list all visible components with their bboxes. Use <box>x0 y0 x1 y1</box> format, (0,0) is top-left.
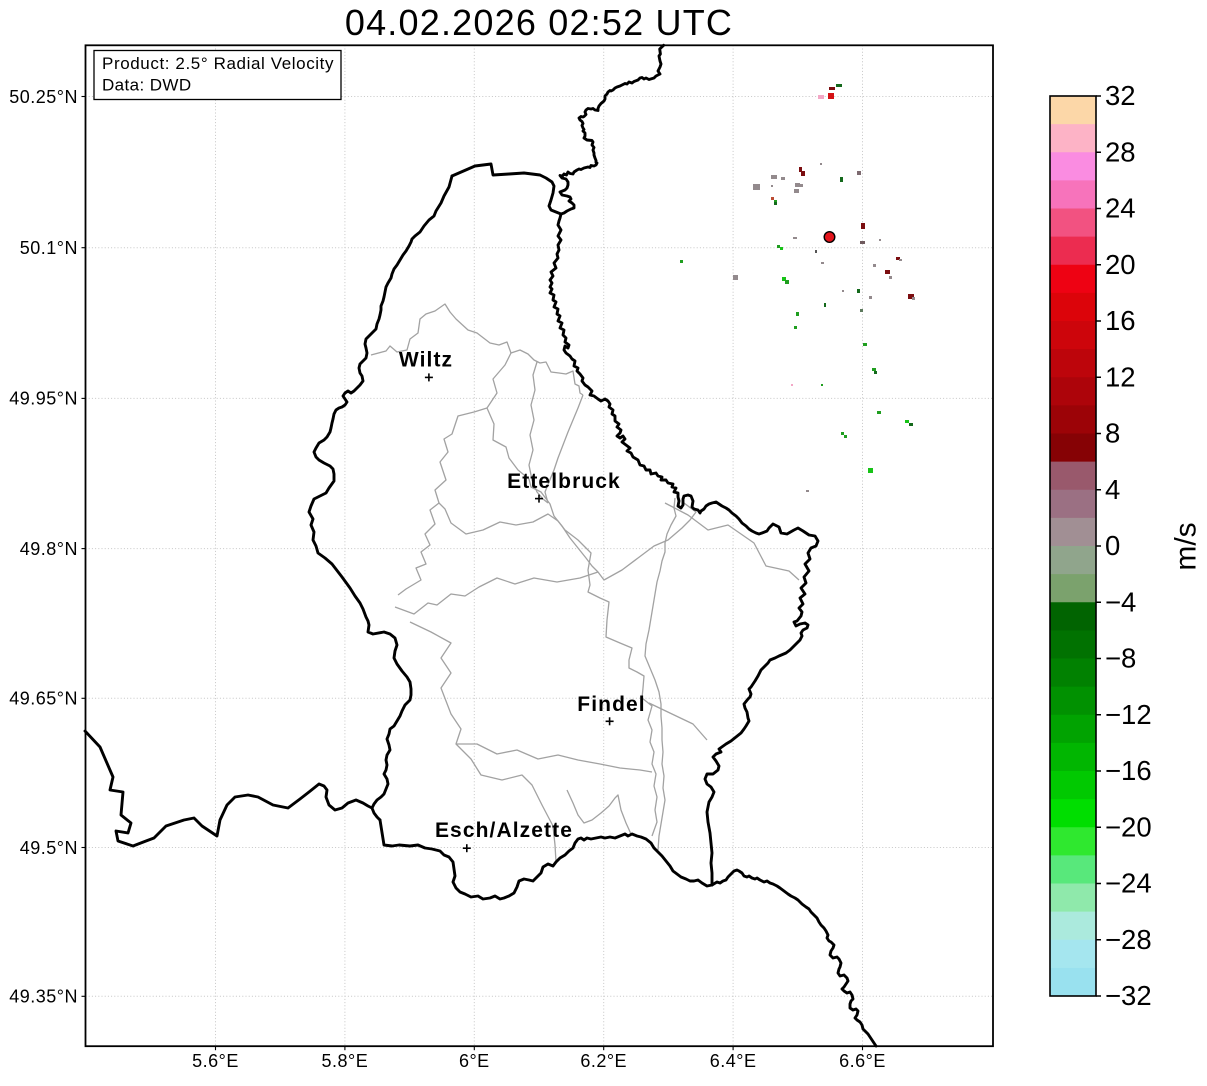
svg-text:Data: DWD: Data: DWD <box>102 76 192 95</box>
svg-text:4: 4 <box>1105 474 1120 505</box>
svg-text:16: 16 <box>1105 305 1136 336</box>
svg-text:32: 32 <box>1105 80 1136 111</box>
svg-text:5.8°E: 5.8°E <box>322 1051 369 1071</box>
svg-text:m/s: m/s <box>1170 522 1203 570</box>
svg-text:28: 28 <box>1105 136 1136 167</box>
svg-text:50.25°N: 50.25°N <box>9 87 78 107</box>
svg-text:8: 8 <box>1105 418 1120 449</box>
svg-text:20: 20 <box>1105 249 1136 280</box>
svg-text:50.1°N: 50.1°N <box>20 238 78 258</box>
svg-text:49.95°N: 49.95°N <box>9 389 78 409</box>
svg-text:−20: −20 <box>1105 811 1152 842</box>
svg-text:Ettelbruck: Ettelbruck <box>507 470 621 493</box>
svg-text:49.65°N: 49.65°N <box>9 689 78 709</box>
svg-text:24: 24 <box>1105 193 1136 224</box>
svg-text:−4: −4 <box>1105 586 1136 617</box>
svg-text:6°E: 6°E <box>459 1051 490 1071</box>
svg-text:−16: −16 <box>1105 755 1152 786</box>
svg-text:12: 12 <box>1105 361 1136 392</box>
svg-text:−32: −32 <box>1105 980 1152 1011</box>
svg-text:6.4°E: 6.4°E <box>710 1051 757 1071</box>
svg-text:−24: −24 <box>1105 868 1152 899</box>
svg-text:−28: −28 <box>1105 924 1152 955</box>
svg-text:Esch/Alzette: Esch/Alzette <box>435 819 573 842</box>
svg-text:Product: 2.5° Radial Velocity: Product: 2.5° Radial Velocity <box>102 54 334 73</box>
svg-text:49.5°N: 49.5°N <box>20 838 78 858</box>
svg-text:6.6°E: 6.6°E <box>839 1051 886 1071</box>
svg-text:−8: −8 <box>1105 643 1136 674</box>
svg-text:−12: −12 <box>1105 699 1152 730</box>
svg-text:6.2°E: 6.2°E <box>580 1051 627 1071</box>
svg-text:04.02.2026 02:52 UTC: 04.02.2026 02:52 UTC <box>345 2 733 43</box>
svg-text:0: 0 <box>1105 530 1120 561</box>
svg-text:49.35°N: 49.35°N <box>9 987 78 1007</box>
svg-text:5.6°E: 5.6°E <box>192 1051 239 1071</box>
svg-text:Findel: Findel <box>577 693 645 716</box>
svg-text:Wiltz: Wiltz <box>399 349 453 372</box>
svg-text:49.8°N: 49.8°N <box>20 539 78 559</box>
